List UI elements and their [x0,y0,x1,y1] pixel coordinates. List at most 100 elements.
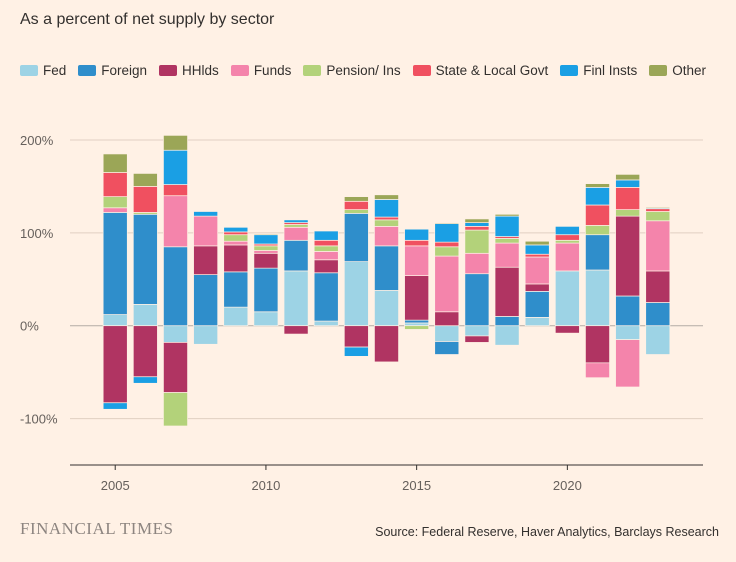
bar-segment-2021-pension-ins [585,225,610,236]
bar-segment-2013-hhlds [343,325,369,348]
bar-segment-2020-funds [554,242,580,272]
legend-label: Finl Insts [583,63,638,78]
bar-segment-2016-hhlds [434,311,460,327]
bar-segment-2019-fed [524,317,550,327]
legend-swatch [303,65,322,76]
bar-segment-2019-finl-insts [524,244,550,255]
bar-segment-2016-finl-insts [434,223,460,243]
legend-item-0: Fed [20,63,66,78]
y-tick-label-3: -100% [20,412,58,427]
x-tick-label-1: 2010 [251,478,280,493]
bar-segment-2005-state-local-govt [102,172,128,197]
bar-segment-2023-pension-ins [645,211,671,222]
bar-segment-2020-pension-ins [554,239,580,244]
bar-segment-2014-pension-ins [374,219,399,227]
bar-segment-2010-finl-insts [253,234,279,245]
bar-segment-2016-funds [434,255,460,313]
bar-segment-2017-foreign [464,273,490,327]
bar-segment-2015-pension-ins [404,325,430,330]
bar-segment-2019-other [524,240,550,246]
bar-segment-2008-hhlds [193,245,219,275]
bar-segment-2009-pension-ins [223,234,249,242]
legend-item-2: HHlds [159,63,219,78]
bar-segment-2011-finl-insts [283,219,309,223]
bar-segment-2005-foreign [102,212,128,315]
legend-item-7: Other [649,63,706,78]
bar-segment-2013-fed [343,261,369,327]
bar-segment-2005-pension-ins [102,196,128,209]
legend-swatch [649,65,668,76]
legend-swatch [412,65,431,76]
bar-segment-2010-funds [253,250,279,254]
bar-segment-2013-pension-ins [343,209,369,214]
bar-segment-2019-hhlds [524,283,550,292]
legend-item-1: Foreign [78,63,147,78]
bar-segment-2013-state-local-govt [343,200,369,210]
bar-segment-2023-funds [645,220,671,272]
bar-segment-2021-finl-insts [585,187,610,206]
bar-segment-2010-pension-ins [253,245,279,251]
bar-segment-2020-finl-insts [554,226,580,236]
bar-segment-2011-hhlds [283,325,309,335]
bar-segment-2007-pension-ins [163,392,188,427]
bar-segment-2014-state-local-govt [374,216,399,221]
legend-swatch [159,65,178,76]
bar-segment-2008-funds [193,215,219,247]
ft-logo: FINANCIAL TIMES [20,519,174,538]
bar-segment-2011-pension-ins [283,224,309,228]
bar-segment-2009-funds [223,240,249,246]
bar-segment-2012-finl-insts [313,230,339,241]
bar-segment-2008-foreign [193,274,219,327]
bar-segment-2020-state-local-govt [554,234,580,241]
bar-segment-2009-finl-insts [223,226,249,233]
bar-segment-2008-fed [193,325,219,345]
bar-segment-2021-state-local-govt [585,204,610,226]
bar-segment-2018-foreign [494,316,520,327]
bar-segment-2022-hhlds [615,215,641,297]
bar-segment-2006-finl-insts [132,376,158,384]
legend-label: Fed [43,63,67,78]
bar-segment-2018-fed [494,325,520,346]
bar-segment-2009-fed [223,306,249,327]
bar-segment-2022-funds [615,339,641,388]
bar-segment-2016-foreign [434,341,460,355]
bar-segment-2018-other [494,213,520,217]
bar-segment-2022-state-local-govt [615,187,641,210]
bar-segment-2021-foreign [585,234,610,271]
bar-segment-2010-foreign [253,267,279,313]
legend-label: HHlds [182,63,219,78]
bar-segment-2007-fed [163,325,188,343]
bar-segment-2016-pension-ins [434,246,460,257]
bar-segment-2020-fed [554,270,580,327]
bar-segment-2016-other [434,222,460,224]
bar-segment-2015-hhlds [404,275,430,321]
legend-swatch [560,65,579,76]
bar-segment-2014-other [374,194,399,200]
bar-segment-2005-fed [102,314,128,327]
x-tick-label-3: 2020 [553,478,582,493]
bar-segment-2019-foreign [524,291,550,318]
bar-segment-2005-other [102,153,128,173]
bar-segment-2019-state-local-govt [524,253,550,258]
bar-segment-2017-funds [464,252,490,275]
legend-label: Foreign [101,63,148,78]
bar-segment-2010-fed [253,311,279,327]
bar-segment-2023-fed [645,325,671,355]
bar-segment-2023-other [645,206,671,209]
bar-segment-2010-hhlds [253,252,279,269]
bar-segment-2007-state-local-govt [163,184,188,197]
bar-segment-2020-hhlds [554,325,580,334]
bar-segment-2012-funds [313,251,339,261]
y-tick-label-1: 100% [20,226,54,241]
legend-swatch [20,65,38,76]
bar-segment-2023-hhlds [645,270,671,303]
bar-segment-2014-foreign [374,245,399,291]
bar-segment-2023-state-local-govt [645,208,671,212]
bar-segment-2022-finl-insts [615,179,641,188]
legend-item-4: Pension/ Ins [303,63,401,78]
bar-segment-2009-hhlds [223,244,249,273]
bar-segment-2005-finl-insts [102,402,128,410]
bars [102,135,671,427]
x-tick-label-0: 2005 [101,478,130,493]
legend-item-5: State & Local Govt [412,63,548,78]
